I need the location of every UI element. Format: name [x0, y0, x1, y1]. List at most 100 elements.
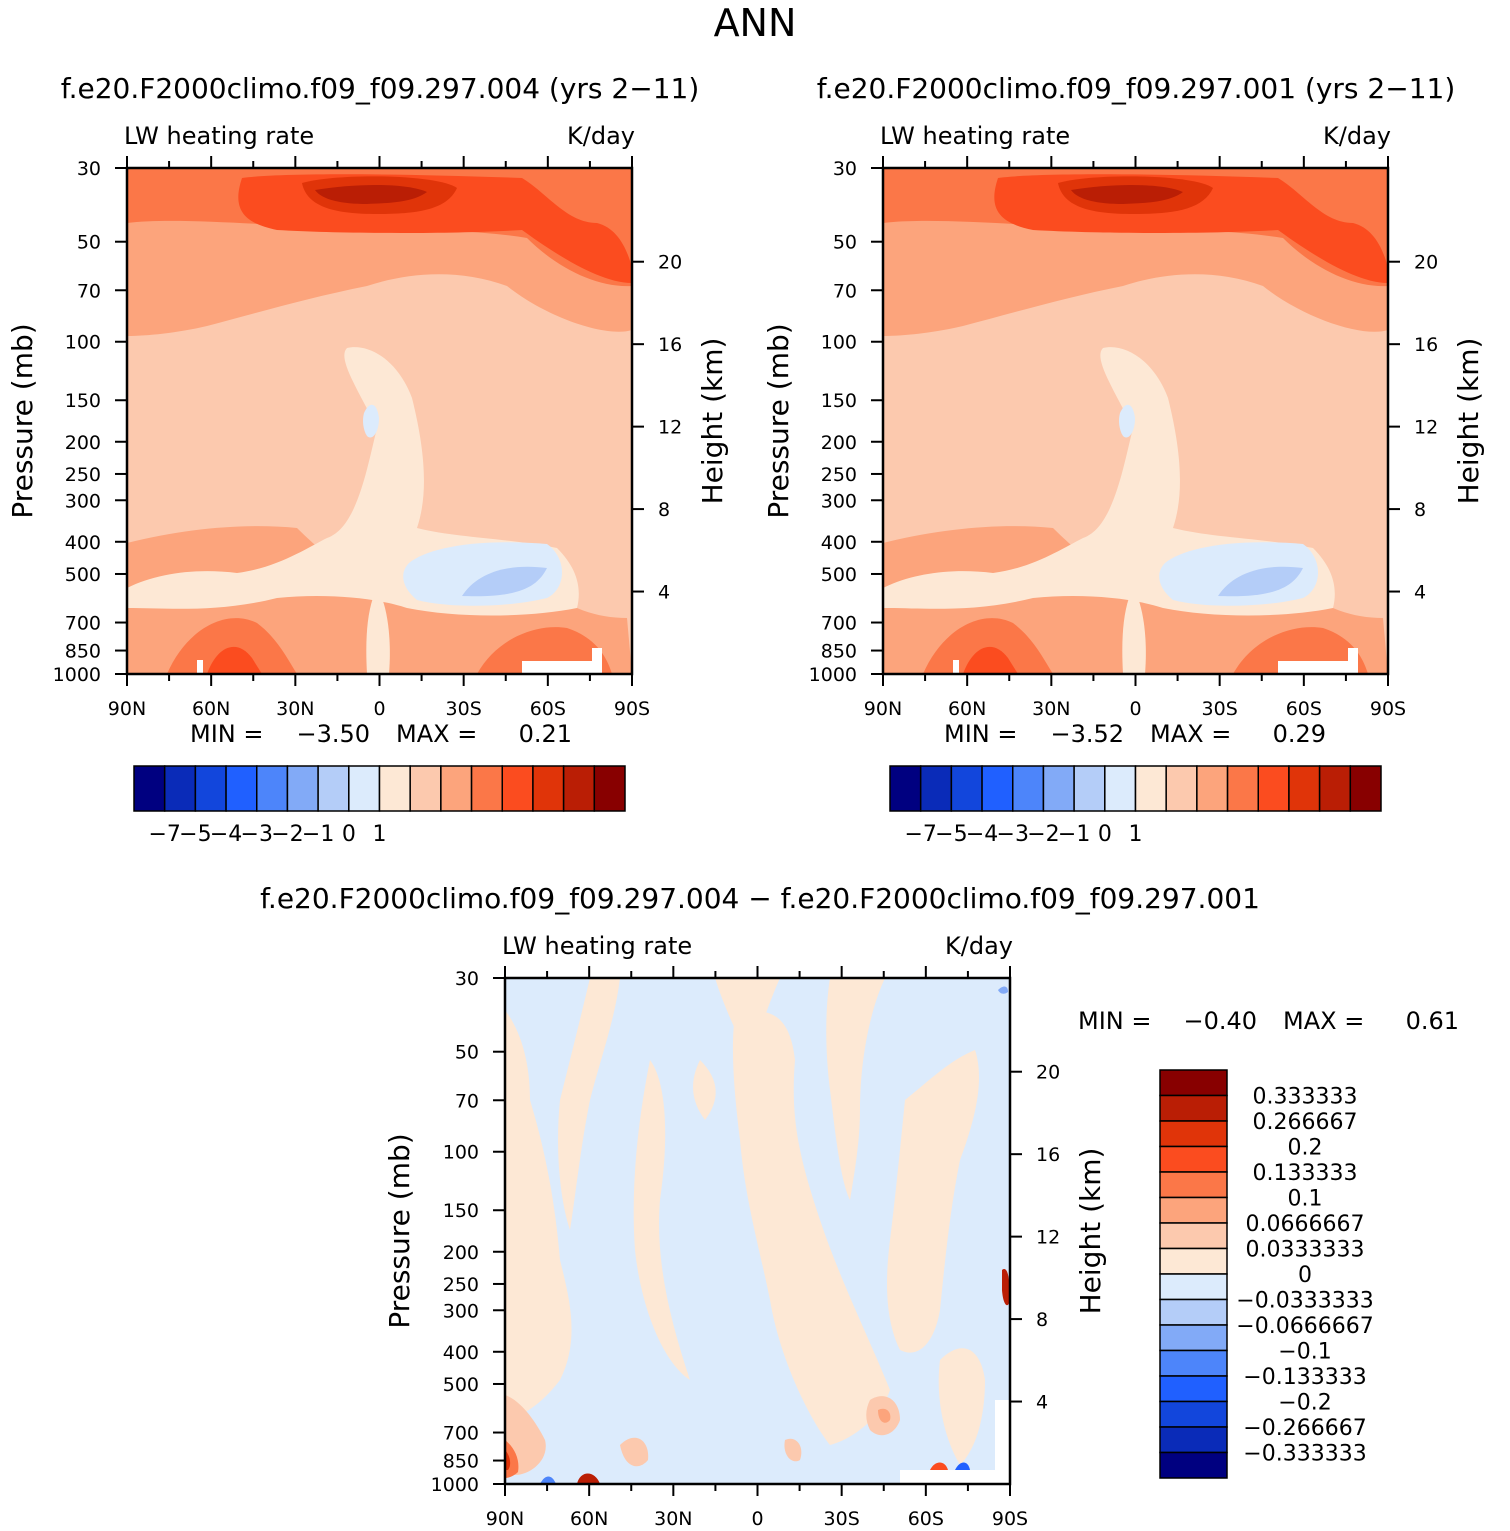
colorbar-swatch	[1134, 765, 1167, 812]
colorbar-label: 0.1	[1288, 1187, 1323, 1212]
x-tick-label: 60S	[530, 698, 566, 720]
max-value: 0.61	[1406, 1007, 1459, 1035]
colorbar-label: 0.2	[1288, 1136, 1323, 1161]
colorbar-swatch	[1257, 765, 1290, 812]
figure-title: ANN	[714, 1, 797, 45]
y2-axis-title: Height (km)	[696, 338, 729, 505]
colorbar: −7−5−4−3−2−1 0 1	[889, 765, 1382, 847]
y-tick-label: 300	[821, 490, 857, 512]
y-tick-label: 50	[77, 232, 101, 254]
colorbar-label: −4	[210, 822, 242, 847]
x-tick-label: 30N	[1032, 698, 1070, 720]
panel-title: f.e20.F2000climo.f09_f09.297.001 (yrs 2−…	[817, 72, 1456, 105]
colorbar-swatch	[378, 765, 411, 812]
height-tick-label: 12	[1036, 1227, 1060, 1249]
y-tick-label: 50	[455, 1042, 479, 1064]
height-axis: 20 16 12 8 4	[1388, 252, 1438, 604]
max-label: MAX =	[396, 720, 477, 748]
colorbar-label: 0.333333	[1253, 1085, 1358, 1110]
colorbar-label: −1	[1058, 822, 1090, 847]
colorbar-label: −0.2	[1278, 1391, 1331, 1416]
x-tick-label: 60N	[948, 698, 986, 720]
y-tick-label: 150	[821, 390, 857, 412]
units-label: K/day	[567, 122, 635, 150]
height-tick-label: 12	[658, 417, 682, 439]
min-label: MIN =	[1078, 1007, 1151, 1035]
y-tick-label: 250	[65, 464, 101, 486]
colorbar-swatch	[593, 765, 626, 812]
y-tick-label: 500	[443, 1374, 479, 1396]
y-tick-label: 1000	[431, 1474, 479, 1496]
variable-label: LW heating rate	[124, 122, 314, 150]
x-tick-label: 30S	[824, 1508, 860, 1530]
colorbar-swatch	[409, 765, 442, 812]
min-value: −3.50	[296, 720, 370, 748]
y-tick-label: 100	[65, 332, 101, 354]
panel-model-004: f.e20.F2000climo.f09_f09.297.004 (yrs 2−…	[6, 72, 729, 847]
max-value: 0.29	[1273, 720, 1326, 748]
height-axis: 20 16 12 8 4	[632, 252, 682, 604]
x-tick-label: 0	[1129, 698, 1141, 720]
y-tick-label: 300	[65, 490, 101, 512]
y-tick-label: 500	[821, 564, 857, 586]
colorbar-swatch	[889, 765, 922, 812]
y-tick-label: 70	[77, 280, 101, 302]
colorbar-label: 0.0333333	[1246, 1238, 1365, 1263]
colorbar-swatch	[1159, 1094, 1228, 1122]
colorbar-swatch	[1104, 765, 1137, 812]
y2-axis-title: Height (km)	[1074, 1148, 1107, 1315]
x-tick-label: 60N	[192, 698, 230, 720]
x-tick-label: 60N	[570, 1508, 608, 1530]
colorbar-label: −0.1	[1278, 1340, 1331, 1365]
colorbar-swatch	[1159, 1451, 1228, 1479]
colorbar: 0.3333330.2666670.20.1333330.10.06666670…	[1159, 1069, 1374, 1479]
colorbar-swatch	[501, 765, 534, 812]
colorbar-label: −5	[935, 822, 967, 847]
colorbar-swatch	[163, 765, 197, 812]
x-tick-label: 90N	[486, 1508, 524, 1530]
height-tick-label: 4	[658, 582, 670, 604]
colorbar-label: −0.266667	[1243, 1416, 1366, 1441]
max-value: 0.21	[519, 720, 572, 748]
colorbar-swatch	[981, 765, 1014, 812]
height-tick-label: 8	[1036, 1309, 1048, 1331]
colorbar-swatch	[1159, 1298, 1228, 1326]
y-tick-label: 700	[443, 1423, 479, 1445]
y-tick-label: 30	[455, 968, 479, 990]
x-axis: 90N 60N 30N 0 30S 60S 90S	[486, 966, 1028, 1530]
colorbar-label: −2	[1027, 822, 1059, 847]
height-tick-label: 16	[1414, 334, 1438, 356]
colorbar-label: −7	[148, 822, 180, 847]
y-tick-label: 1000	[53, 664, 101, 686]
colorbar-swatch	[532, 765, 565, 812]
y-tick-label: 300	[443, 1300, 479, 1322]
max-label: MAX =	[1283, 1007, 1364, 1035]
colorbar-label: 0	[1298, 1263, 1312, 1288]
min-label: MIN =	[190, 720, 263, 748]
colorbar-label: −4	[966, 822, 998, 847]
colorbar-label: 0.133333	[1253, 1161, 1358, 1186]
colorbar-swatch	[1159, 1400, 1228, 1428]
y-tick-label: 200	[443, 1242, 479, 1264]
contour-field	[127, 168, 632, 674]
x-tick-label: 90S	[614, 698, 650, 720]
y-tick-label: 1000	[809, 664, 857, 686]
y-tick-label: 250	[821, 464, 857, 486]
contour-field	[883, 168, 1388, 674]
panel-model-001: f.e20.F2000climo.f09_f09.297.001 (yrs 2−…	[762, 72, 1485, 847]
min-value: −0.40	[1183, 1007, 1257, 1035]
y-axis-title: Pressure (mb)	[383, 1133, 416, 1328]
colorbar-label: −2	[271, 822, 303, 847]
colorbar-swatch	[1159, 1426, 1228, 1454]
x-tick-label: 90N	[108, 698, 146, 720]
colorbar-label: 0	[342, 822, 356, 847]
colorbar-swatch	[256, 765, 289, 812]
colorbar-swatch	[562, 765, 596, 812]
colorbar-label: −0.0666667	[1236, 1314, 1373, 1339]
colorbar-swatch	[286, 765, 319, 812]
variable-label: LW heating rate	[880, 122, 1070, 150]
colorbar-swatch	[1159, 1273, 1228, 1301]
colorbar-label: −0.333333	[1243, 1442, 1366, 1467]
